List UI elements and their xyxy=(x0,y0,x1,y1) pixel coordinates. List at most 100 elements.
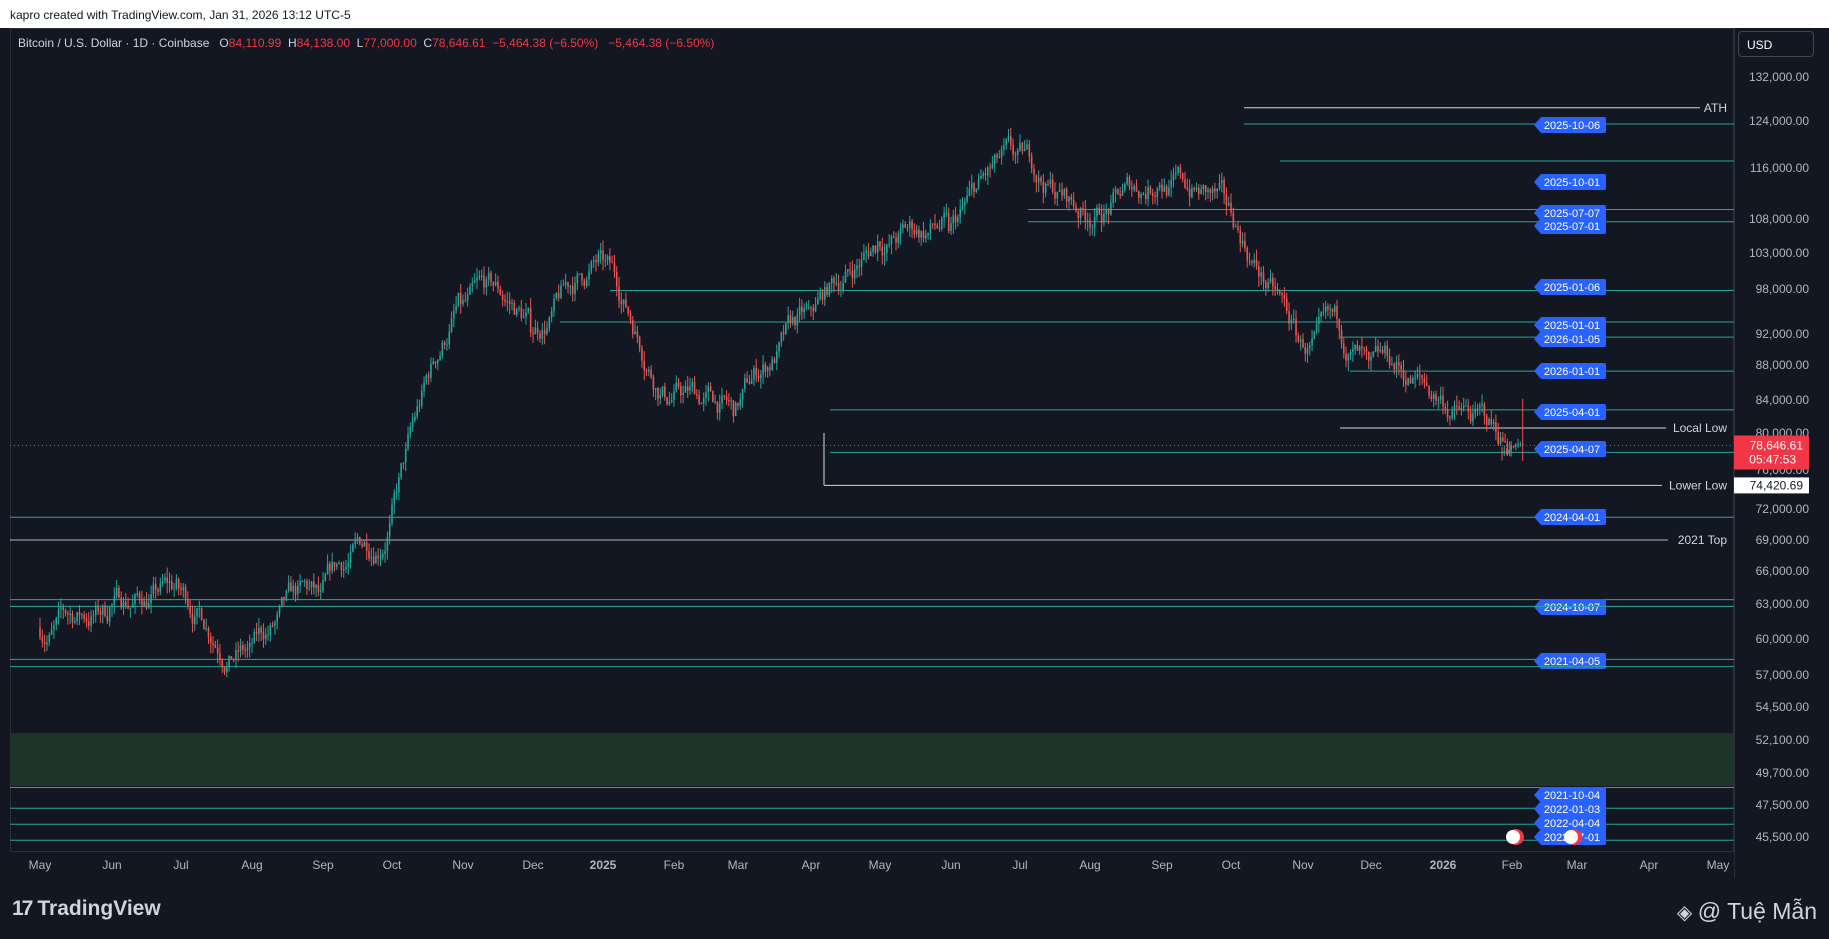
currency-button[interactable]: USD xyxy=(1738,31,1814,57)
candle-body-300 xyxy=(730,400,732,402)
candle-body-598 xyxy=(1416,374,1419,378)
candle-body-78 xyxy=(219,653,221,661)
candle-body-24 xyxy=(94,605,97,616)
candle-body-294 xyxy=(716,401,719,413)
candle-body-186 xyxy=(466,294,469,301)
candle-body-495 xyxy=(1179,167,1182,174)
candle-body-166 xyxy=(420,390,423,406)
candle-body-388 xyxy=(931,223,934,225)
candle-body-396 xyxy=(950,223,952,232)
candle-body-529 xyxy=(1258,266,1260,277)
candle-body-627 xyxy=(1483,403,1486,416)
candle-body-153 xyxy=(391,504,393,524)
candle-body-389 xyxy=(934,223,936,226)
candle-body-137 xyxy=(354,538,356,545)
candle-body-624 xyxy=(1476,407,1479,409)
candle-body-317 xyxy=(769,367,771,370)
candle-body-429 xyxy=(1026,144,1028,150)
candle-body-130 xyxy=(338,562,340,564)
candle-body-631 xyxy=(1492,421,1495,425)
time-label-7: Dec xyxy=(522,858,543,872)
candle-body-172 xyxy=(434,361,437,364)
candle-body-528 xyxy=(1255,259,1258,267)
candle-body-549 xyxy=(1304,347,1307,354)
candle-body-479 xyxy=(1142,193,1145,195)
candle-body-616 xyxy=(1458,406,1460,410)
candle-body-148 xyxy=(379,557,382,559)
candle-body-334 xyxy=(807,307,810,309)
candle-body-481 xyxy=(1147,187,1149,200)
level-tag-label-14: 2022-01-03 xyxy=(1544,804,1600,816)
candle-body-282 xyxy=(689,386,691,391)
candle-body-263 xyxy=(645,370,648,372)
level-tag-3 xyxy=(1534,218,1606,234)
candle-body-583 xyxy=(1381,349,1384,354)
open-label: O xyxy=(219,36,229,50)
candle-body-49 xyxy=(152,584,155,595)
price-tick-21: 45,500.00 xyxy=(1756,830,1810,844)
candle-body-16 xyxy=(76,612,78,622)
candle-body-267 xyxy=(654,388,657,391)
candle-body-328 xyxy=(794,317,796,326)
time-axis[interactable] xyxy=(10,851,1734,878)
time-label-10: Mar xyxy=(728,858,749,872)
candle-body-242 xyxy=(597,253,600,263)
candle-body-196 xyxy=(490,272,492,282)
candle-body-142 xyxy=(365,542,368,552)
candle-body-280 xyxy=(684,386,687,393)
candle-body-435 xyxy=(1040,177,1042,182)
candle-body-593 xyxy=(1405,380,1407,385)
level-tag-6 xyxy=(1534,331,1606,347)
candle-body-620 xyxy=(1467,405,1470,412)
candle-body-322 xyxy=(780,332,783,343)
lower-low-price-tag xyxy=(1734,477,1809,494)
candle-body-77 xyxy=(216,647,219,654)
candle-body-595 xyxy=(1409,378,1412,384)
candle-body-601 xyxy=(1423,378,1426,383)
candle-body-470 xyxy=(1121,190,1124,196)
candle-body-626 xyxy=(1481,403,1483,406)
candle-body-629 xyxy=(1488,419,1490,426)
candle-body-448 xyxy=(1070,196,1073,201)
candle-body-19 xyxy=(83,614,85,619)
candle-body-183 xyxy=(459,292,462,305)
candle-body-469 xyxy=(1119,194,1121,196)
candle-body-517 xyxy=(1230,202,1232,213)
candle-body-107 xyxy=(285,591,288,600)
candle-body-451 xyxy=(1077,211,1080,219)
candle-body-143 xyxy=(368,551,370,559)
candle-body-18 xyxy=(81,614,83,616)
candle-body-95 xyxy=(258,627,260,634)
close-label: C xyxy=(423,36,433,50)
price-tick-4: 103,000.00 xyxy=(1749,246,1809,260)
time-label-4: Sep xyxy=(312,858,334,872)
candle-body-238 xyxy=(588,271,590,279)
candle-body-82 xyxy=(228,656,230,668)
candle-body-565 xyxy=(1340,330,1343,344)
candle-body-477 xyxy=(1137,190,1140,198)
candle-body-89 xyxy=(244,649,246,651)
candle-body-391 xyxy=(938,227,941,229)
candle-body-419 xyxy=(1003,144,1005,150)
candle-body-420 xyxy=(1005,139,1007,145)
candle-body-151 xyxy=(386,536,389,551)
candle-body-73 xyxy=(207,628,210,637)
candle-body-603 xyxy=(1428,386,1430,396)
candle-body-406 xyxy=(973,183,975,193)
candle-body-75 xyxy=(212,643,214,646)
candle-body-648 xyxy=(1521,443,1524,446)
candle-body-526 xyxy=(1251,261,1253,264)
candle-body-614 xyxy=(1453,405,1456,411)
candle-body-374 xyxy=(899,227,902,235)
level-tag-label-10: 2024-04-01 xyxy=(1544,512,1600,524)
level-tag-8 xyxy=(1534,404,1606,420)
symbol-label[interactable]: Bitcoin / U.S. Dollar · 1D · Coinbase xyxy=(18,36,210,50)
candle-body-210 xyxy=(522,316,525,319)
candle-body-522 xyxy=(1241,240,1244,244)
candle-body-618 xyxy=(1462,405,1465,409)
candle-body-159 xyxy=(404,448,407,463)
candle-body-38 xyxy=(127,606,129,609)
candle-body-133 xyxy=(345,566,347,570)
tradingview-logo[interactable]: 17 TradingView xyxy=(12,897,161,921)
candle-body-433 xyxy=(1035,174,1038,183)
